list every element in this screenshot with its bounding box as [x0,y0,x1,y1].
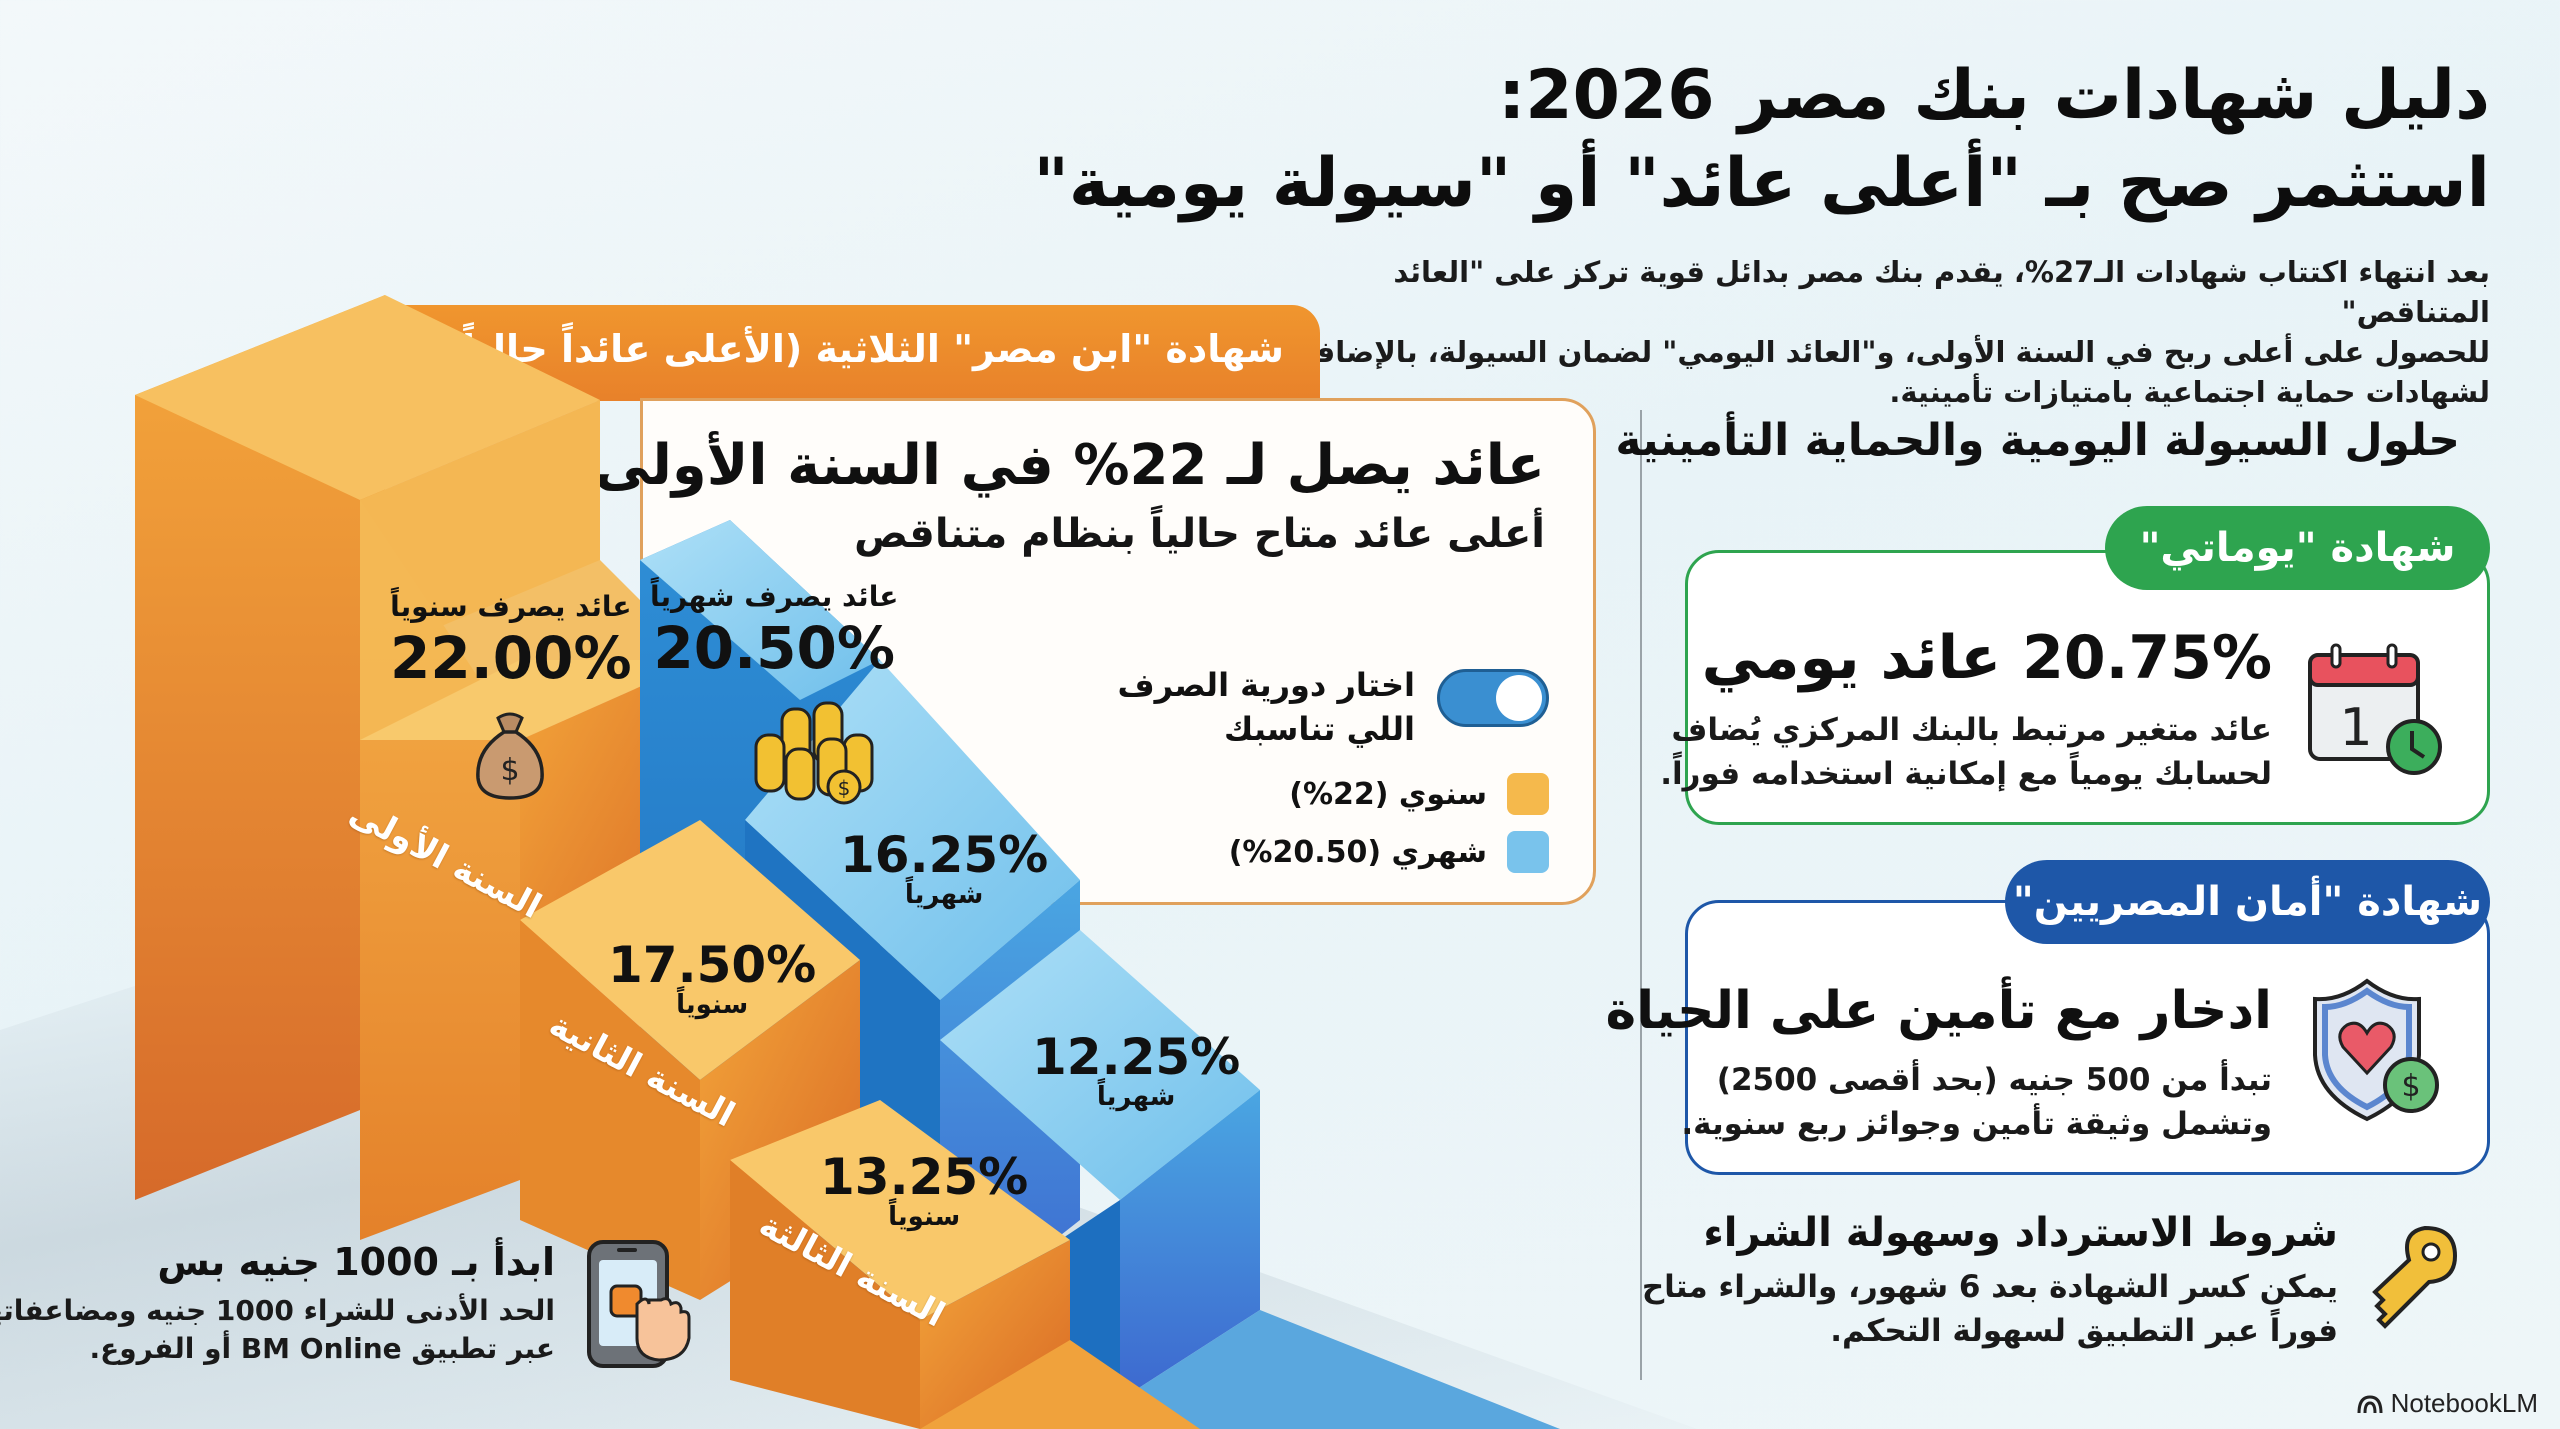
legend-label-monthly: شهري (20.50%) [1228,834,1487,870]
year3-annual-value: 13.25% [820,1148,1029,1206]
year3-monthly-caption: شهرياً [1096,1082,1176,1112]
legend-label-annual: سنوي (22%) [1289,776,1487,812]
aman-line: وتشمل وثيقة تأمين وجوائز ربع سنوية. [1681,1106,2272,1142]
notebooklm-logo-icon [2357,1394,2383,1413]
year1-monthly-caption: عائد يصرف شهرياً [650,580,899,613]
redemption-line: يمكن كسر الشهادة بعد 6 شهور، والشراء متا… [1641,1269,2338,1305]
page-title-line-2: استثمر صح بـ "أعلى عائد" أو "سيولة يومية… [1033,144,2491,223]
redemption-body: يمكن كسر الشهادة بعد 6 شهور، والشراء متا… [1642,1265,2338,1353]
year1-annual-rate: عائد يصرف سنوياً 22.00% [390,590,632,687]
min-purchase-title: ابدأ بـ 1000 جنيه بس [157,1240,555,1284]
intro-line: بعد انتهاء اكتتاب شهادات الـ27%، يقدم بن… [1393,255,2490,329]
notebooklm-brand: NotebookLM [2357,1388,2538,1419]
page-title-line-1: دليل شهادات بنك مصر 2026: [1498,56,2490,135]
key-icon [2372,1225,2458,1329]
year3-annual-rate: 13.25% سنوياً [820,1152,1028,1233]
year1-annual-value: 22.00% [390,624,632,692]
redemption-title: شروط الاسترداد وسهولة الشراء [1703,1210,2338,1256]
ibn-misr-tab-label: شهادة "ابن مصر" الثلاثية (الأعلى عائداً … [444,327,1284,371]
ibn-misr-subheadline: أعلى عائد متاح حالياً بنظام متناقص [854,511,1545,557]
toggle-label-line: اللي تناسبك [1224,710,1415,748]
year2-annual-rate: 17.50% سنوياً [608,940,816,1021]
liquidity-section-title: حلول السيولة اليومية والحماية التأمينية [1615,415,2460,466]
legend-swatch-annual [1507,773,1549,815]
yawmaty-tab: شهادة "يوماتي" [2105,506,2490,590]
phone-tap-icon [587,1240,691,1368]
year2-monthly-value: 16.25% [840,826,1049,884]
year2-monthly-rate: 16.25% شهرياً [840,830,1048,911]
aman-line: تبدأ من 500 جنيه (بحد أقصى 2500) [1716,1062,2272,1098]
payout-frequency-toggle[interactable] [1437,669,1549,727]
min-purchase-line: الحد الأدنى للشراء 1000 جنيه ومضاعفاتها [0,1294,555,1327]
shield-heart-icon: $ [2313,978,2439,1122]
intro-paragraph: بعد انتهاء اكتتاب شهادات الـ27%، يقدم بن… [1250,252,2490,412]
year1-annual-caption: عائد يصرف سنوياً [390,590,632,623]
coin-stacks-icon: $ [754,701,874,805]
aman-body: تبدأ من 500 جنيه (بحد أقصى 2500) وتشمل و… [1681,1058,2272,1146]
year2-annual-value: 17.50% [608,936,817,994]
year1-monthly-value: 20.50% [653,614,895,682]
svg-text:$: $ [500,753,519,788]
toggle-label: اختار دورية الصرف اللي تناسبك [1117,663,1415,751]
payout-toggle-row: اختار دورية الصرف اللي تناسبك [1117,663,1549,751]
ibn-misr-headline: عائد يصل لـ 22% في السنة الأولى [594,433,1545,498]
year3-annual-caption: سنوياً [888,1202,961,1232]
svg-text:$: $ [2401,1069,2420,1104]
toggle-label-line: اختار دورية الصرف [1117,666,1415,704]
min-purchase-body: الحد الأدنى للشراء 1000 جنيه ومضاعفاتها … [0,1292,555,1368]
yawmaty-headline: 20.75% عائد يومي [1701,623,2272,693]
toggle-knob [1496,675,1542,721]
aman-tab: شهادة "أمان المصريين" [2005,860,2490,944]
year3-monthly-rate: 12.25% شهرياً [1032,1032,1240,1113]
intro-line: لشهادات حماية اجتماعية بامتيازات تأمينية… [1889,375,2490,409]
yawmaty-body: عائد متغير مرتبط بالبنك المركزي يُضاف لح… [1660,708,2272,796]
year2-annual-caption: سنوياً [676,990,749,1020]
aman-card: ادخار مع تأمين على الحياة تبدأ من 500 جن… [1606,900,2490,1175]
legend-monthly: شهري (20.50%) [1229,831,1549,873]
section-divider [1640,410,1642,1380]
redemption-line: فوراً عبر التطبيق لسهولة التحكم. [1830,1313,2338,1349]
money-bag-icon: $ [476,712,544,800]
min-purchase-line: عبر تطبيق BM Online أو الفروع. [89,1332,555,1365]
yawmaty-line: عائد متغير مرتبط بالبنك المركزي يُضاف [1671,712,2272,748]
year3-monthly-value: 12.25% [1032,1028,1241,1086]
brand-name: NotebookLM [2390,1388,2538,1418]
svg-text:$: $ [838,776,851,800]
calendar-icon: 1 [2308,643,2442,775]
staircase-graphic [135,295,1560,1429]
yawmaty-line: لحسابك يومياً مع إمكانية استخدامه فوراً. [1660,756,2272,792]
aman-headline: ادخار مع تأمين على الحياة [1605,981,2272,1041]
legend-annual: سنوي (22%) [1289,773,1549,815]
year1-monthly-rate: عائد يصرف شهرياً 20.50% [650,580,898,677]
yawmaty-card: 20.75% عائد يومي عائد متغير مرتبط بالبنك… [1660,550,2490,825]
svg-text:1: 1 [2339,698,2372,758]
year2-monthly-caption: شهرياً [904,880,984,910]
intro-line: للحصول على أعلى ربح في السنة الأولى، و"ا… [1298,335,2490,369]
legend-swatch-monthly [1507,831,1549,873]
